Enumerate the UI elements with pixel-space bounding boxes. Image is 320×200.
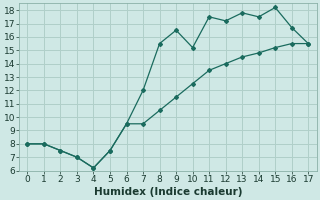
X-axis label: Humidex (Indice chaleur): Humidex (Indice chaleur) (93, 187, 242, 197)
